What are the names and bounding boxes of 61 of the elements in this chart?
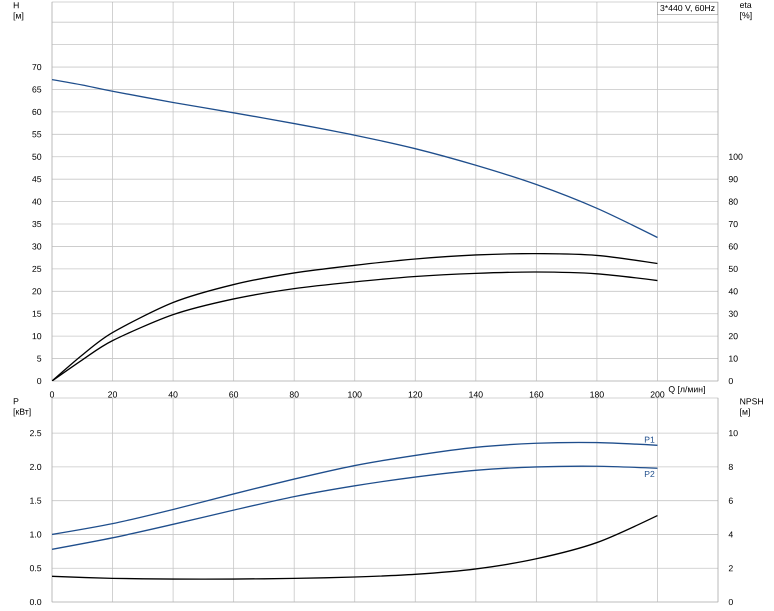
y2-tick-label: 2 — [728, 565, 733, 572]
y-tick-label: 2.5 — [30, 430, 42, 436]
y2-tick-label: 90 — [728, 176, 738, 182]
y2-tick-label: 10 — [729, 356, 738, 362]
y2-axis-title: eta [%] — [740, 2, 752, 20]
y2-tick-label: 100 — [729, 154, 743, 160]
x-tick-label: 200 — [650, 391, 664, 398]
y-tick-label: 0.0 — [30, 598, 42, 606]
x-tick-label: 0 — [50, 391, 54, 398]
y-tick-label: 20 — [32, 288, 42, 294]
y2-tick-label: 40 — [728, 288, 738, 294]
y-tick-label: 25 — [32, 266, 42, 272]
y-tick-label: 35 — [32, 220, 42, 228]
y-tick-label: 1.0 — [30, 531, 42, 538]
y-tick-label: 5 — [37, 356, 42, 362]
line-series — [52, 466, 658, 550]
y-tick-label: 0 — [37, 378, 42, 384]
x-tick-label: 20 — [108, 391, 118, 398]
y-axis-title: H [м] — [14, 2, 24, 20]
y-tick-label: 0.5 — [30, 565, 42, 572]
y2-tick-label: 8 — [728, 464, 733, 470]
y2-tick-label: 70 — [728, 220, 738, 228]
y-tick-label: 10 — [32, 333, 42, 340]
line-series — [52, 442, 658, 536]
y2-axis-title: NPSH [м] — [740, 398, 763, 417]
line-series — [52, 514, 658, 580]
y-tick-label: 1.5 — [30, 498, 42, 504]
y-tick-label: 70 — [32, 64, 42, 70]
y2-tick-label: 0 — [728, 598, 733, 606]
y-tick-label: 55 — [32, 131, 42, 138]
x-tick-label: 40 — [168, 391, 178, 398]
x-tick-label: 100 — [348, 391, 362, 398]
y-tick-label: 40 — [32, 198, 42, 205]
y2-tick-label: 0 — [728, 378, 733, 384]
y2-tick-label: 60 — [728, 243, 738, 250]
x-axis-title: Q [л/мин] — [668, 386, 705, 394]
y2-tick-label: 4 — [728, 531, 733, 538]
x-tick-label: 80 — [290, 391, 299, 398]
x-tick-label: 180 — [590, 391, 604, 398]
x-tick-label: 120 — [408, 391, 422, 398]
series-label: P2 — [644, 470, 654, 477]
y-tick-label: 2.0 — [30, 464, 42, 470]
y-tick-label: 30 — [32, 243, 42, 250]
y2-tick-label: 6 — [728, 498, 733, 504]
y2-tick-label: 20 — [728, 333, 738, 340]
y2-tick-label: 10 — [729, 430, 738, 436]
x-tick-label: 140 — [469, 391, 483, 398]
y-tick-label: 65 — [32, 86, 42, 93]
y-tick-label: 50 — [32, 154, 42, 160]
y-tick-label: 60 — [32, 108, 42, 115]
y2-tick-label: 50 — [728, 266, 738, 272]
x-tick-label: 160 — [530, 391, 544, 398]
line-series — [52, 78, 658, 238]
y-tick-label: 15 — [32, 310, 42, 317]
y2-tick-label: 30 — [728, 310, 738, 317]
x-tick-label: 60 — [229, 391, 238, 398]
chart-title: 3*440 V, 60Hz — [660, 4, 715, 12]
y-axis-title: P [кВт] — [14, 398, 31, 416]
y2-tick-label: 80 — [728, 198, 738, 205]
y-tick-label: 45 — [32, 176, 42, 182]
series-label: P1 — [644, 436, 654, 443]
